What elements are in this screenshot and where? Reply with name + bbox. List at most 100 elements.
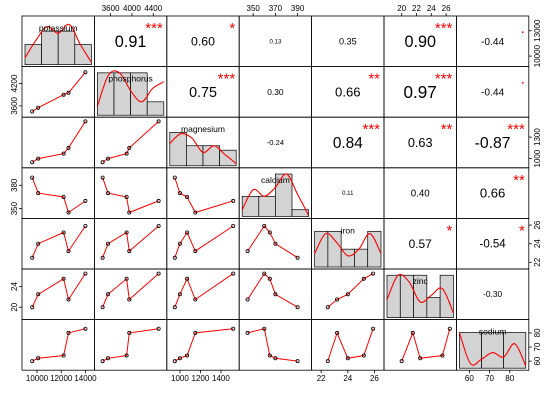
scatter-point-sodium-zinc-5 <box>447 326 452 331</box>
scatter-point-zinc-potassium-2 <box>36 292 41 297</box>
scatter-point-sodium-zinc-4 <box>410 330 415 335</box>
corr-stars-phosphorus-magnesium: *** <box>218 71 236 88</box>
density-curve-magnesium <box>169 132 237 165</box>
smooth-line-sodium-potassium <box>31 328 86 362</box>
scatter-point-calcium-potassium-5 <box>83 198 88 203</box>
scatter-point-sodium-phosphorus-3 <box>124 353 129 358</box>
tick-label-left-zinc-24: 24 <box>10 282 19 291</box>
smooth-line-zinc-iron <box>327 273 374 308</box>
smooth-line-magnesium-potassium <box>31 121 86 163</box>
tick-label-bottom-sodium-80: 80 <box>505 374 514 383</box>
scatter-point-zinc-calcium-1 <box>295 305 300 310</box>
scatter-point-iron-phosphorus-1 <box>100 255 105 260</box>
scatter-point-calcium-magnesium-3 <box>185 194 190 199</box>
scatter-point-iron-calcium-1 <box>295 255 300 260</box>
variable-label-phosphorus: phosphorus <box>108 74 152 84</box>
tick-label-top-calcium-370: 370 <box>269 4 283 13</box>
tick-label-top-phosphorus-3600: 3600 <box>102 4 120 13</box>
tick-label-right-sodium-80: 80 <box>533 328 542 337</box>
scatter-point-sodium-calcium-1 <box>295 359 300 364</box>
scatter-point-iron-magnesium-1 <box>172 255 177 260</box>
corr-value-potassium-phosphorus: 0.91 <box>115 33 147 51</box>
histogram-bar-iron-5 <box>367 230 382 268</box>
tick-label-right-potassium-10000: 10000 <box>533 44 542 67</box>
scatter-point-sodium-zinc-3 <box>440 353 445 358</box>
tick-label-left-calcium-350: 350 <box>10 201 19 215</box>
scatter-point-zinc-potassium-5 <box>83 271 88 276</box>
axis-ticks: 10000 12000 14000 1000 1200 1400 22 24 26 60 70 803… <box>10 4 542 383</box>
smooth-line-zinc-magnesium <box>174 273 234 308</box>
scatter-point-iron-calcium-2 <box>273 241 278 246</box>
scatter-point-zinc-phosphorus-3 <box>124 276 129 281</box>
histogram-bar-zinc-1 <box>386 274 401 318</box>
scatter-point-phosphorus-potassium-5 <box>83 70 88 75</box>
scatter-point-zinc-calcium-3 <box>267 276 272 281</box>
scatter-point-sodium-magnesium-2 <box>177 356 182 361</box>
corr-value-calcium-sodium: 0.66 <box>480 186 505 201</box>
scatter-point-calcium-phosphorus-4 <box>127 210 132 215</box>
tick-label-bottom-magnesium-1400: 1400 <box>212 374 230 383</box>
tick-label-right-sodium-60: 60 <box>533 356 542 365</box>
scatter-point-iron-phosphorus-3 <box>124 230 129 235</box>
scatter-point-sodium-phosphorus-4 <box>127 330 132 335</box>
scatter-point-zinc-magnesium-5 <box>231 271 236 276</box>
variable-label-magnesium: magnesium <box>181 124 225 134</box>
corr-value-potassium-calcium: 0.13 <box>269 38 282 45</box>
tick-label-bottom-magnesium-1200: 1200 <box>192 374 210 383</box>
scatter-point-magnesium-potassium-1 <box>30 160 35 165</box>
scatter-point-sodium-magnesium-3 <box>185 353 190 358</box>
corr-stars-magnesium-iron: *** <box>362 121 380 138</box>
histogram-bar-magnesium-2 <box>186 145 204 167</box>
corr-value-potassium-sodium: -0.44 <box>481 37 505 48</box>
smooth-line-zinc-phosphorus <box>102 273 159 308</box>
scatter-point-iron-phosphorus-4 <box>127 249 132 254</box>
tick-label-left-phosphorus-3600: 3600 <box>10 96 19 114</box>
tick-label-bottom-iron-24: 24 <box>343 374 352 383</box>
histogram-bar-magnesium-3 <box>202 145 220 167</box>
histograms <box>24 23 527 369</box>
scatter-point-sodium-iron-2 <box>345 356 350 361</box>
corr-stars-iron-sodium: * <box>519 222 525 239</box>
scatter-point-calcium-potassium-1 <box>30 175 35 180</box>
scatter-point-sodium-phosphorus-2 <box>106 356 111 361</box>
scatter-point-calcium-phosphorus-3 <box>124 194 129 199</box>
scatter-point-iron-potassium-4 <box>66 249 71 254</box>
scatter-point-iron-calcium-3 <box>267 230 272 235</box>
smooth-line-phosphorus-potassium <box>31 71 86 112</box>
corr-value-magnesium-sodium: -0.87 <box>475 135 511 152</box>
scatter-point-calcium-magnesium-5 <box>231 198 236 203</box>
scatter-point-sodium-potassium-3 <box>61 353 66 358</box>
scatter-point-sodium-phosphorus-1 <box>100 359 105 364</box>
tick-label-right-iron-22: 22 <box>533 257 542 266</box>
scatter-point-iron-calcium-5 <box>262 223 267 228</box>
scatter-point-sodium-calcium-2 <box>273 356 278 361</box>
corr-value-magnesium-iron: 0.84 <box>333 135 363 152</box>
panel-frames <box>21 15 530 371</box>
corr-value-phosphorus-magnesium: 0.75 <box>189 85 217 101</box>
scatter-point-magnesium-phosphorus-2 <box>106 156 111 161</box>
tick-label-top-calcium-390: 390 <box>291 4 305 13</box>
tick-label-bottom-sodium-70: 70 <box>485 374 494 383</box>
corr-stars-magnesium-zinc: ** <box>441 121 453 138</box>
corr-value-calcium-iron: 0.11 <box>342 191 354 197</box>
histogram-bar-zinc-4 <box>426 297 441 318</box>
tick-label-bottom-potassium-12000: 12000 <box>50 374 73 383</box>
tick-label-top-zinc-22: 22 <box>412 4 421 13</box>
histogram-bar-phosphorus-4 <box>146 101 165 116</box>
scatter-point-zinc-magnesium-2 <box>177 292 182 297</box>
scatter-point-magnesium-phosphorus-1 <box>100 160 105 165</box>
scatter-point-sodium-phosphorus-5 <box>156 326 161 331</box>
corr-value-phosphorus-iron: 0.66 <box>335 84 360 99</box>
histogram-bar-magnesium-1 <box>169 132 187 167</box>
smooth-line-zinc-calcium <box>247 272 298 308</box>
scatter-point-zinc-phosphorus-5 <box>156 271 161 276</box>
corr-value-phosphorus-calcium: 0.30 <box>267 87 284 97</box>
scatter-point-phosphorus-potassium-1 <box>30 109 35 114</box>
tick-label-right-magnesium-1000: 1000 <box>533 149 542 167</box>
scatter-point-zinc-calcium-2 <box>273 292 278 297</box>
scatter-point-sodium-zinc-2 <box>418 356 423 361</box>
corr-value-magnesium-zinc: 0.63 <box>408 136 433 150</box>
scatter-point-calcium-magnesium-1 <box>172 175 177 180</box>
smooth-line-iron-calcium <box>247 225 298 259</box>
variable-label-sodium: sodium <box>479 327 506 337</box>
